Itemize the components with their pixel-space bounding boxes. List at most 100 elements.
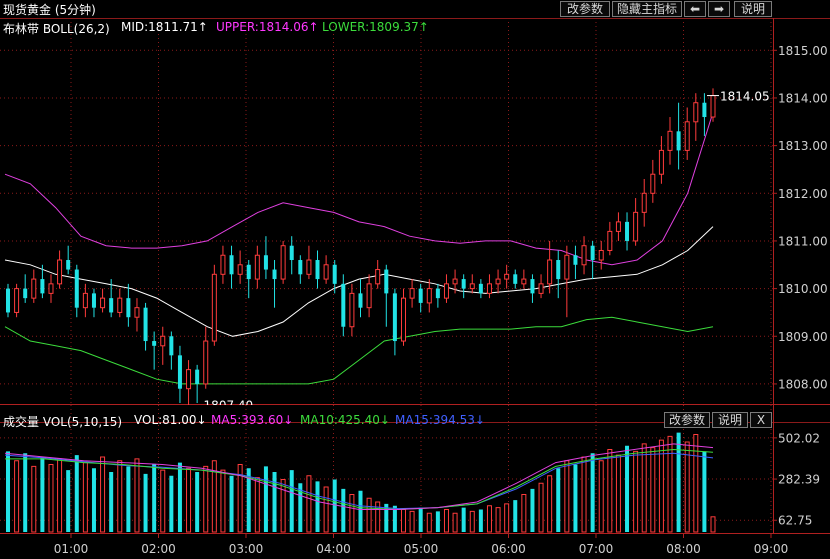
x-tick-label: 05:00: [404, 542, 439, 556]
candle-body: [495, 278, 501, 285]
candle-body: [14, 288, 20, 313]
prev-indicator-button[interactable]: ⬅: [684, 1, 706, 17]
volume-bar: [598, 460, 604, 533]
candle-body: [66, 260, 71, 270]
candle-body: [418, 288, 423, 303]
volume-bar: [650, 447, 656, 533]
volume-bar: [693, 434, 699, 533]
volume-bar: [426, 512, 432, 533]
candle-body: [702, 102, 707, 118]
x-tick-label: 08:00: [666, 542, 701, 556]
volume-bar: [590, 453, 595, 532]
candle-body: [246, 264, 251, 280]
volume-help-button[interactable]: 说明: [712, 412, 748, 428]
candle-body: [461, 279, 466, 289]
volume-bar: [676, 432, 681, 532]
y-tick-label: 1808.00: [778, 377, 828, 391]
candle-body: [237, 264, 243, 275]
y-tick-label: 1809.00: [778, 330, 828, 344]
main-params-button[interactable]: 改参数: [560, 1, 610, 17]
main-help-button[interactable]: 说明: [734, 1, 772, 17]
volume-params-button[interactable]: 改参数: [664, 412, 710, 428]
hide-indicator-button[interactable]: 隐藏主指标: [612, 1, 682, 17]
volume-bar: [504, 503, 510, 533]
candle-body: [254, 254, 260, 280]
volume-bar: [581, 456, 587, 533]
volume-bar: [40, 457, 45, 532]
volume-bar: [625, 445, 630, 532]
candle-body: [74, 269, 79, 308]
x-tick-label: 01:00: [54, 542, 89, 556]
boll-mid-label: MID:1811.71↑: [121, 20, 208, 34]
candles: [6, 88, 716, 405]
candle-body: [160, 335, 166, 347]
candle-body: [263, 255, 268, 270]
candle-body: [513, 274, 518, 284]
candle-body: [693, 102, 699, 123]
candle-body: [323, 264, 329, 280]
x-tick-label: 09:00: [754, 542, 789, 556]
volume-bar: [332, 479, 337, 532]
volume-bar: [443, 509, 449, 533]
x-tick-label: 03:00: [229, 542, 264, 556]
candle-body: [676, 131, 681, 151]
volume-bar: [100, 456, 106, 533]
volume-bar: [152, 464, 157, 532]
candle-body: [315, 260, 320, 280]
volume-bar: [14, 460, 20, 533]
candle-body: [641, 192, 647, 213]
candle-body: [469, 283, 475, 290]
volume-bar: [74, 455, 79, 532]
candle-body: [134, 307, 140, 318]
candle-body: [195, 369, 200, 384]
volume-bar: [126, 466, 131, 532]
candle-body: [658, 149, 664, 175]
volume-close-button[interactable]: X: [750, 412, 772, 428]
candle-body: [289, 245, 294, 261]
candle-body: [400, 297, 406, 342]
volume-bar: [521, 494, 527, 533]
next-indicator-button[interactable]: ➡: [708, 1, 730, 17]
volume-name-label: 成交量 VOL(5,10,15): [3, 415, 123, 429]
candle-body: [169, 336, 174, 356]
candle-body: [392, 293, 397, 342]
candle-body: [615, 221, 621, 232]
candle-body: [625, 221, 630, 241]
candle-body: [298, 260, 303, 275]
candle-body: [6, 288, 10, 313]
candle-body: [143, 307, 148, 342]
candle-body: [684, 121, 690, 151]
candle-body: [177, 355, 182, 389]
candle-body: [272, 269, 277, 280]
volume-bar: [289, 470, 294, 532]
candle-body: [573, 255, 578, 265]
volume-bar: [495, 507, 501, 533]
volume-bar: [134, 458, 140, 533]
volume-bar: [615, 454, 621, 533]
volume-bar: [177, 462, 182, 532]
x-tick-label: 06:00: [491, 542, 526, 556]
volume-bar: [57, 458, 63, 533]
candle-body: [109, 298, 114, 313]
volume-ma10-line: [5, 448, 714, 511]
volume-ma15-line: [4, 452, 714, 510]
candle-body: [358, 293, 363, 308]
boll-lower-label: LOWER:1809.37↑: [322, 20, 429, 34]
candle-body: [504, 273, 510, 280]
volume-bar: [538, 482, 544, 533]
candle-body: [607, 230, 613, 251]
candle-body: [710, 95, 716, 118]
volume-bar: [702, 451, 707, 532]
last-price-label: 1814.05: [720, 90, 770, 104]
volume-bar: [667, 435, 673, 533]
volume-bar: [6, 451, 10, 532]
volume-ma5-label: MA5:393.60↓: [211, 413, 294, 427]
y-tick-label: 1815.00: [778, 44, 828, 58]
candle-body: [332, 264, 337, 284]
candle-body: [478, 283, 483, 294]
volume-y-tick-label: 62.75: [778, 514, 812, 528]
candle-body: [152, 341, 157, 346]
volume-bar: [513, 500, 518, 532]
candle-body: [547, 259, 553, 285]
candle-body: [452, 278, 458, 285]
